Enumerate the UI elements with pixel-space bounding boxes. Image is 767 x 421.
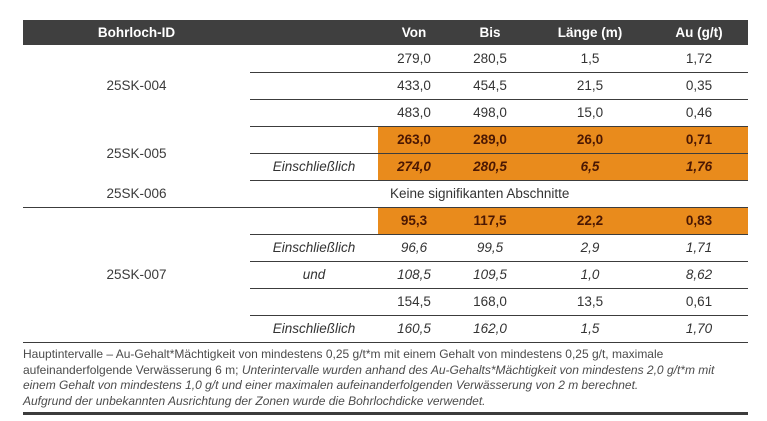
- cell-au-highlighted: 0,71: [650, 126, 748, 154]
- table-row: Einschließlich 96,6 99,5 2,9 1,71: [23, 234, 748, 262]
- table-row: 25SK-004 279,0 280,5 1,5 1,72: [23, 45, 748, 93]
- footnote-regular-text: Hauptintervalle – Au-Gehalt*Mächtigkeit …: [23, 347, 664, 377]
- table-row: 25SK-005 263,0 289,0 26,0 0,71: [23, 126, 748, 161]
- qualifier-einschliesslich: Einschließlich: [250, 315, 378, 343]
- borehole-id-25sk-006: 25SK-006: [23, 180, 250, 208]
- col-header-bohrloch-id: Bohrloch-ID: [23, 20, 250, 45]
- cell-au-highlighted: 1,76: [650, 153, 748, 181]
- cell-laenge-highlighted: 26,0: [530, 126, 650, 154]
- cell-laenge: 1,5: [530, 45, 650, 73]
- table-row: Einschließlich 160,5 162,0 1,5 1,70: [23, 315, 748, 343]
- cell-au-highlighted: 0,83: [650, 207, 748, 235]
- cell-au: 1,71: [650, 234, 748, 262]
- cell-laenge: 15,0: [530, 99, 650, 127]
- cell-laenge-highlighted: 22,2: [530, 207, 650, 235]
- qualifier-cell: [250, 126, 378, 154]
- qualifier-cell: [250, 207, 378, 235]
- cell-von: 160,5: [378, 315, 450, 343]
- cell-von-highlighted: 263,0: [378, 126, 450, 154]
- cell-bis: 168,0: [450, 288, 530, 316]
- cell-von: 483,0: [378, 99, 450, 127]
- cell-au: 0,61: [650, 288, 748, 316]
- footnote: Hauptintervalle – Au-Gehalt*Mächtigkeit …: [23, 347, 748, 409]
- cell-von: 96,6: [378, 234, 450, 262]
- cell-laenge: 21,5: [530, 72, 650, 100]
- footnote-italic-text: Unterintervalle wurden anhand des Au-Geh…: [23, 362, 715, 393]
- table-row: 25SK-006 Keine signifikanten Abschnitte: [23, 180, 748, 208]
- cell-bis: 280,5: [450, 45, 530, 73]
- cell-laenge: 1,0: [530, 261, 650, 289]
- cell-von: 108,5: [378, 261, 450, 289]
- bottom-divider-rule: [23, 412, 748, 415]
- qualifier-cell: [250, 72, 378, 100]
- borehole-id-25sk-007: 25SK-007: [23, 207, 250, 343]
- qualifier-cell: [250, 288, 378, 316]
- qualifier-cell: [250, 99, 378, 127]
- table-row: 25SK-007 95,3 117,5 22,2 0,83: [23, 207, 748, 343]
- cell-laenge: 2,9: [530, 234, 650, 262]
- cell-von: 433,0: [378, 72, 450, 100]
- cell-au: 8,62: [650, 261, 748, 289]
- cell-bis-highlighted: 289,0: [450, 126, 530, 154]
- cell-laenge: 13,5: [530, 288, 650, 316]
- cell-au: 0,35: [650, 72, 748, 100]
- cell-bis: 99,5: [450, 234, 530, 262]
- qualifier-cell: [250, 180, 378, 208]
- table-row: 433,0 454,5 21,5 0,35: [23, 72, 748, 100]
- cell-von: 279,0: [378, 45, 450, 73]
- drill-results-table-container: Bohrloch-ID Von Bis Länge (m) Au (g/t) 2…: [23, 20, 748, 343]
- footnote-paragraph: Hauptintervalle – Au-Gehalt*Mächtigkeit …: [23, 347, 748, 394]
- table-row: 483,0 498,0 15,0 0,46: [23, 99, 748, 127]
- cell-bis: 109,5: [450, 261, 530, 289]
- col-header-von: Von: [378, 20, 450, 45]
- borehole-id-25sk-004: 25SK-004: [106, 78, 167, 93]
- table-row: Einschließlich 274,0 280,5 6,5 1,76: [23, 153, 748, 181]
- cell-au: 1,70: [650, 315, 748, 343]
- cell-laenge-highlighted: 6,5: [530, 153, 650, 181]
- col-header-laenge: Länge (m): [530, 20, 650, 45]
- cell-bis-highlighted: 117,5: [450, 207, 530, 235]
- drill-results-table: Bohrloch-ID Von Bis Länge (m) Au (g/t) 2…: [23, 20, 748, 343]
- qualifier-einschliesslich: Einschließlich: [250, 234, 378, 262]
- borehole-id-25sk-005: 25SK-005: [106, 145, 167, 161]
- col-header-qualifier-empty: [250, 20, 378, 45]
- qualifier-und: und: [250, 261, 378, 289]
- cell-laenge: 1,5: [530, 315, 650, 343]
- cell-von: 154,5: [378, 288, 450, 316]
- table-row: 154,5 168,0 13,5 0,61: [23, 288, 748, 316]
- cell-bis: 498,0: [450, 99, 530, 127]
- cell-bis: 454,5: [450, 72, 530, 100]
- header-row: Bohrloch-ID Von Bis Länge (m) Au (g/t): [23, 20, 748, 45]
- footnote-italic-line2: Aufgrund der unbekannten Ausrichtung der…: [23, 393, 486, 408]
- col-header-bis: Bis: [450, 20, 530, 45]
- cell-von-highlighted: 95,3: [378, 207, 450, 235]
- cell-bis-highlighted: 280,5: [450, 153, 530, 181]
- cell-au: 0,46: [650, 99, 748, 127]
- col-header-au: Au (g/t): [650, 20, 748, 45]
- cell-bis: 162,0: [450, 315, 530, 343]
- cell-von-highlighted: 274,0: [378, 153, 450, 181]
- no-significant-intervals-note: Keine signifikanten Abschnitte: [378, 180, 748, 208]
- table-row: und 108,5 109,5 1,0 8,62: [23, 261, 748, 289]
- qualifier-cell: [250, 45, 378, 73]
- cell-au: 1,72: [650, 45, 748, 73]
- qualifier-einschliesslich: Einschließlich: [250, 153, 378, 181]
